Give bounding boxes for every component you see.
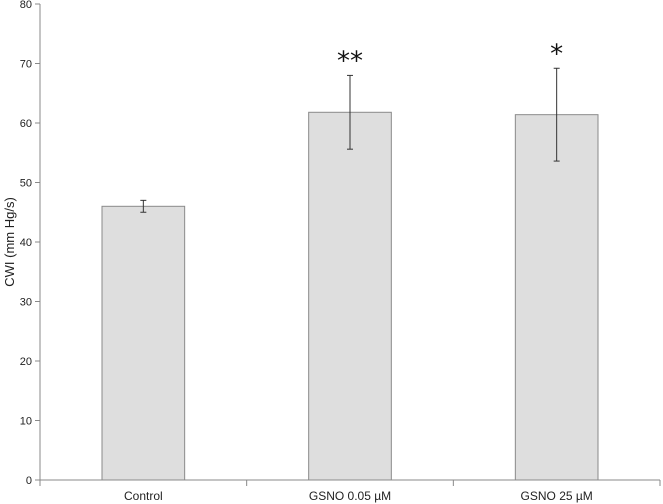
y-tick-label: 10: [20, 416, 32, 428]
y-tick-label: 0: [26, 475, 32, 487]
x-category-label: Control: [124, 489, 163, 503]
y-tick-label: 70: [20, 59, 32, 71]
y-tick-label: 20: [20, 356, 32, 368]
y-tick-label: 50: [20, 178, 32, 190]
y-tick-label: 30: [20, 297, 32, 309]
y-tick-label: 60: [20, 118, 32, 130]
y-axis-title: CWI (mm Hg/s): [2, 197, 17, 287]
x-category-label: GSNO 25 µM: [521, 489, 593, 503]
x-category-label: GSNO 0.05 µM: [309, 489, 391, 503]
y-axis: 0 10 20 30 40 50 60 70 80: [20, 0, 41, 487]
significance-marker: *: [550, 39, 563, 69]
bars: Control GSNO 0.05 µM ** GSNO 25 µM *: [101, 39, 599, 503]
significance-marker: **: [337, 46, 363, 76]
bar-3: [514, 114, 599, 481]
y-tick-label: 40: [20, 237, 32, 249]
y-tick-label: 80: [20, 0, 32, 11]
bar-1: [101, 205, 186, 481]
bar-2: [308, 111, 392, 481]
x-axis: [39, 479, 661, 486]
